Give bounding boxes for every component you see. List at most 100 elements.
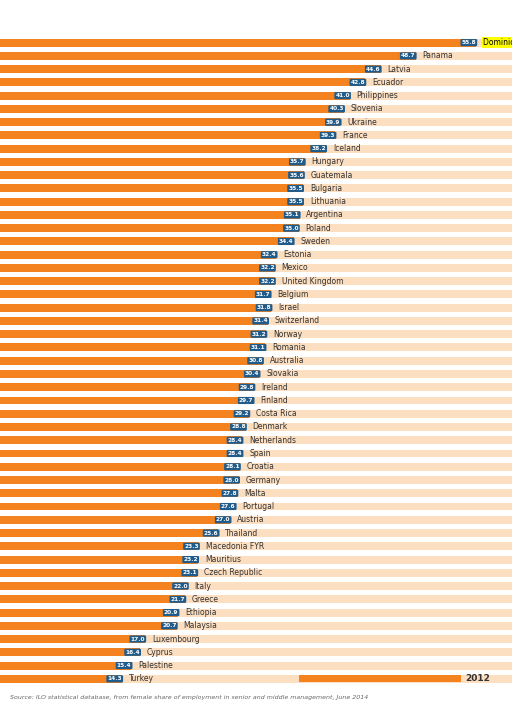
Text: Slovakia: Slovakia — [266, 369, 298, 379]
Bar — [0, 595, 185, 603]
Bar — [0, 238, 512, 246]
Bar — [0, 211, 512, 219]
Bar — [0, 65, 380, 73]
Text: 28.4: 28.4 — [228, 451, 242, 456]
Bar — [0, 410, 512, 418]
Text: 23.1: 23.1 — [182, 570, 197, 575]
Bar — [0, 184, 512, 192]
Text: Austria: Austria — [237, 516, 265, 524]
Text: 28.8: 28.8 — [231, 425, 246, 430]
Bar — [0, 516, 512, 523]
Bar — [0, 91, 350, 99]
Text: 35.1: 35.1 — [285, 212, 300, 217]
Text: United Kingdom: United Kingdom — [282, 276, 343, 286]
Text: 22.0: 22.0 — [173, 583, 188, 588]
Bar — [0, 556, 512, 564]
Bar — [0, 608, 512, 616]
Text: Romania: Romania — [272, 343, 306, 352]
Text: Portugal: Portugal — [242, 502, 274, 511]
Bar — [0, 184, 303, 192]
Text: Cyprus: Cyprus — [147, 648, 174, 657]
Text: Ukraine: Ukraine — [347, 117, 377, 127]
Text: 44.6: 44.6 — [366, 67, 380, 71]
Bar — [0, 158, 512, 166]
Bar — [0, 91, 512, 99]
Bar — [0, 476, 239, 484]
Text: 55.8: 55.8 — [461, 40, 476, 45]
Text: 31.2: 31.2 — [251, 332, 266, 337]
Bar — [0, 277, 275, 285]
Bar — [0, 78, 512, 86]
Text: 31.7: 31.7 — [256, 292, 270, 297]
Text: 35.0: 35.0 — [284, 225, 298, 230]
Text: 30.4: 30.4 — [245, 372, 260, 377]
Text: 35.7: 35.7 — [290, 159, 305, 164]
Text: 2012: 2012 — [465, 675, 490, 683]
Bar — [0, 449, 242, 457]
Text: Poland: Poland — [306, 224, 331, 233]
Text: 31.8: 31.8 — [257, 305, 271, 310]
Text: Guatemala: Guatemala — [311, 171, 353, 180]
Bar — [0, 132, 335, 140]
Text: Czech Republic: Czech Republic — [204, 568, 262, 577]
Text: 27.0: 27.0 — [216, 517, 230, 522]
Text: 29.8: 29.8 — [240, 384, 254, 390]
Bar — [0, 105, 344, 113]
Text: Lithuania: Lithuania — [310, 197, 346, 206]
Bar — [0, 343, 512, 351]
Text: 20.9: 20.9 — [164, 610, 178, 615]
Bar — [0, 330, 266, 338]
Bar — [0, 436, 242, 444]
Text: Mexico: Mexico — [282, 264, 308, 272]
Text: Italy: Italy — [195, 582, 211, 590]
Bar — [0, 198, 303, 206]
Text: 29.7: 29.7 — [239, 398, 253, 403]
Bar — [0, 251, 276, 258]
Bar — [0, 582, 512, 590]
Text: Germany: Germany — [246, 475, 281, 485]
Bar — [0, 397, 512, 405]
Text: 32.2: 32.2 — [260, 266, 275, 271]
Bar — [0, 635, 145, 643]
Text: Source: ILO statistical database, from female share of employment in senior and : Source: ILO statistical database, from f… — [10, 695, 369, 700]
Bar — [0, 595, 512, 603]
Bar — [0, 356, 512, 365]
Text: 23.2: 23.2 — [183, 557, 198, 562]
Bar — [0, 622, 177, 630]
Bar — [0, 622, 512, 630]
Text: Finland: Finland — [260, 396, 288, 405]
Bar — [0, 569, 512, 577]
Text: Panama: Panama — [422, 51, 453, 60]
Bar — [0, 251, 512, 258]
Bar — [0, 277, 512, 285]
Bar — [0, 648, 140, 657]
Text: Latvia: Latvia — [388, 65, 411, 73]
Bar — [0, 105, 512, 113]
Bar — [0, 118, 340, 126]
Text: 21.7: 21.7 — [170, 597, 185, 602]
Bar — [0, 542, 512, 550]
Text: Mauritius: Mauritius — [205, 555, 241, 564]
Bar — [0, 39, 512, 47]
Bar — [0, 330, 512, 338]
Bar — [0, 304, 271, 312]
Text: 28.1: 28.1 — [225, 464, 240, 469]
Bar — [0, 238, 293, 246]
Bar — [0, 171, 304, 179]
Bar — [0, 224, 298, 232]
Bar — [0, 516, 230, 523]
Text: 14.3: 14.3 — [108, 676, 122, 681]
Text: Switzerland: Switzerland — [275, 317, 320, 325]
Text: Norway: Norway — [273, 330, 302, 338]
Bar — [0, 569, 197, 577]
Text: Dominican Republic: Dominican Republic — [483, 38, 512, 47]
Text: Macedonia FYR: Macedonia FYR — [206, 541, 264, 551]
Text: Greece: Greece — [192, 595, 219, 604]
Text: Costa Rica: Costa Rica — [256, 409, 296, 418]
Text: Luxembourg: Luxembourg — [152, 634, 200, 644]
Bar — [0, 529, 512, 537]
Bar — [0, 490, 512, 498]
Bar — [0, 145, 326, 153]
Bar — [0, 383, 254, 391]
Bar — [0, 132, 512, 140]
